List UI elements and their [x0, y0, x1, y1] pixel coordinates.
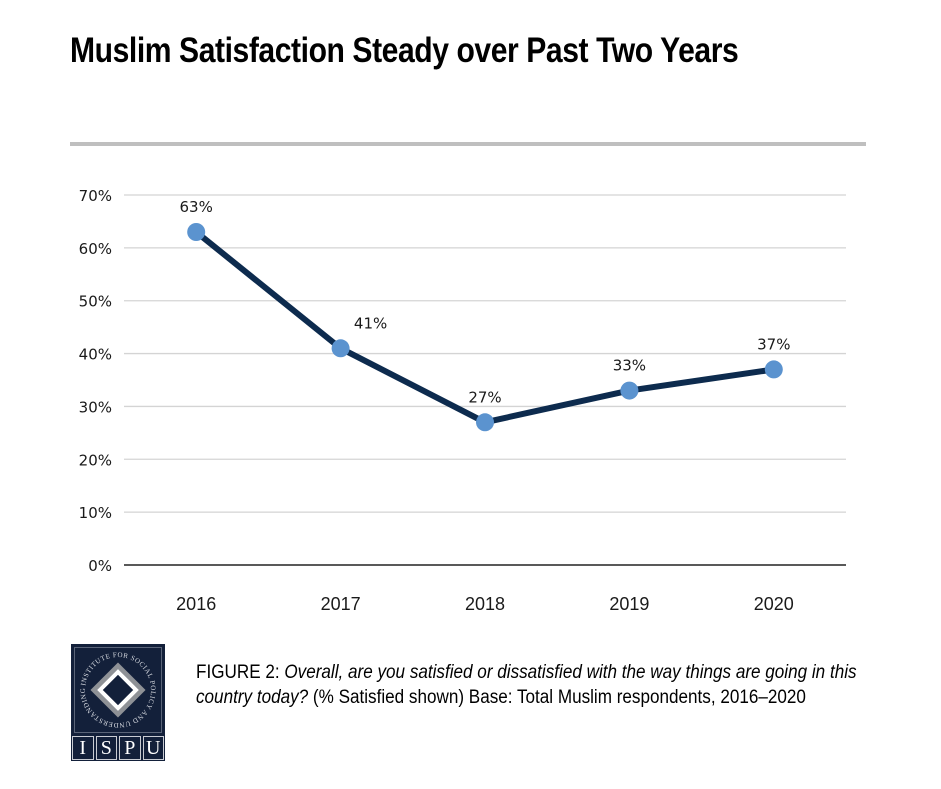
- data-label: 33%: [613, 357, 646, 375]
- y-tick-label: 10%: [79, 504, 112, 522]
- diamond-emblem-icon: INSTITUTE FOR SOCIAL POLICY AND UNDERSTA…: [79, 651, 157, 729]
- x-tick-label: 2019: [609, 594, 649, 614]
- data-point: [476, 413, 494, 432]
- logo-letter: P: [119, 736, 141, 760]
- data-label: 37%: [757, 335, 790, 353]
- title-divider: [70, 142, 866, 146]
- data-label: 41%: [354, 314, 387, 332]
- y-tick-label: 40%: [79, 346, 112, 364]
- logo-letter: I: [72, 736, 94, 760]
- y-tick-label: 20%: [79, 451, 112, 469]
- figure-caption: FIGURE 2: Overall, are you satisfied or …: [196, 660, 862, 710]
- chart-title: Muslim Satisfaction Steady over Past Two…: [70, 31, 739, 70]
- caption-separator: :: [274, 662, 285, 683]
- logo-letters: I S P U: [71, 735, 165, 761]
- data-label: 27%: [468, 388, 501, 406]
- y-tick-label: 70%: [79, 187, 112, 205]
- line-chart: 0% 10% 20% 30% 40% 50% 60% 70% 2016 2017 2018 2019…: [79, 187, 846, 614]
- gridlines: [124, 194, 846, 566]
- logo-letter: S: [95, 736, 117, 760]
- data-point: [331, 339, 350, 358]
- x-tick-label: 2020: [754, 594, 794, 614]
- y-tick-label: 0%: [88, 557, 112, 575]
- x-tick-label: 2018: [465, 594, 505, 614]
- data-labels: 63% 41% 27% 33% 37%: [180, 198, 791, 406]
- ispu-logo: INSTITUTE FOR SOCIAL POLICY AND UNDERSTA…: [71, 644, 165, 761]
- series-satisfied: [187, 223, 783, 432]
- data-point: [620, 381, 639, 400]
- data-label: 63%: [180, 198, 213, 216]
- x-tick-label: 2017: [321, 594, 361, 614]
- survey-question: Overall, are you satisfied or dissatisfi…: [196, 662, 857, 708]
- logo-emblem: INSTITUTE FOR SOCIAL POLICY AND UNDERSTA…: [74, 647, 162, 733]
- y-axis-ticks: 0% 10% 20% 30% 40% 50% 60% 70%: [79, 187, 112, 575]
- logo-letter: U: [142, 736, 164, 760]
- x-axis-ticks: 2016 2017 2018 2019 2020: [176, 594, 794, 614]
- figure-label: FIGURE 2: [196, 662, 275, 683]
- x-tick-label: 2016: [176, 594, 216, 614]
- caption-note: (% Satisfied shown) Base: Total Muslim r…: [308, 687, 806, 708]
- data-point: [764, 360, 783, 379]
- y-tick-label: 30%: [79, 398, 112, 416]
- y-tick-label: 50%: [79, 293, 112, 311]
- y-tick-label: 60%: [79, 240, 112, 258]
- data-point: [187, 223, 206, 241]
